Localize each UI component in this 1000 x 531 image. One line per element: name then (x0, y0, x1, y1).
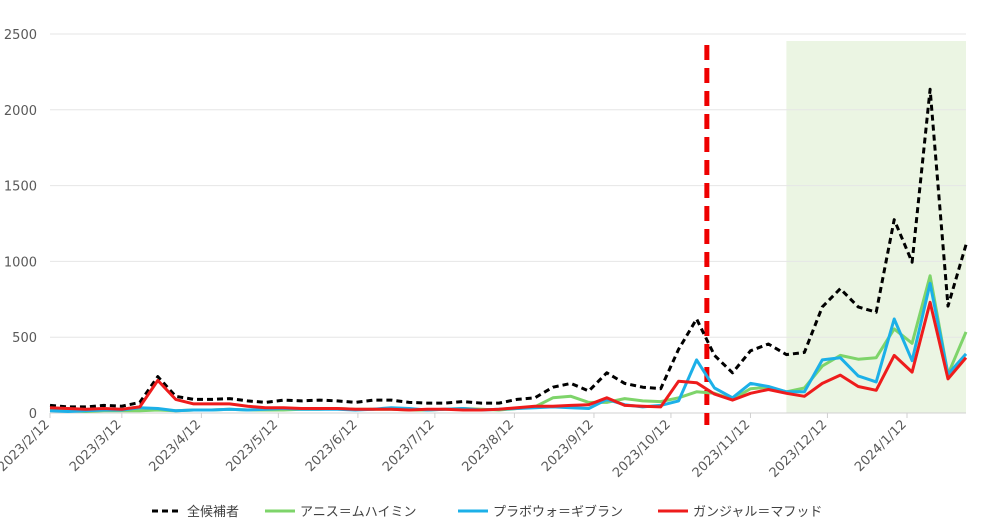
highlight-band-layer (786, 41, 966, 413)
y-tick-label: 2000 (4, 104, 37, 119)
y-tick-label: 1000 (4, 255, 37, 270)
x-axis-ticks: 2023/2/12 2023/3/12 2023/4/12 2023/5/12 2023… (0, 413, 910, 481)
x-tick-label: 2023/2/12 (0, 417, 53, 475)
legend-label: アニス＝ムハイミン (300, 505, 416, 520)
x-tick-label: 2023/11/12 (690, 417, 754, 481)
series-line-3 (49, 300, 968, 412)
x-tick-label: 2023/6/12 (303, 417, 361, 475)
legend-label: ガンジャル＝マフッド (693, 505, 822, 520)
y-axis-ticks: 0 500 1000 1500 2000 2500 (4, 28, 37, 422)
series-lines (49, 87, 968, 413)
x-tick-label: 2024/1/12 (852, 417, 910, 475)
y-tick-label: 1500 (4, 180, 37, 195)
x-tick-label: 2023/4/12 (146, 417, 204, 475)
x-tick-label: 2023/5/12 (223, 417, 281, 475)
legend-label: プラボウォ＝ギブラン (493, 504, 623, 520)
x-tick-label: 2023/3/12 (67, 417, 125, 475)
legend-label: 全候補者 (187, 504, 239, 520)
y-tick-label: 0 (29, 407, 37, 422)
legend: 全候補者 アニス＝ムハイミン プラボウォ＝ギブラン ガンジャル＝マフッド (152, 504, 822, 520)
highlight-band (786, 41, 966, 413)
x-tick-label: 2023/9/12 (539, 417, 597, 475)
x-tick-label: 2023/8/12 (459, 417, 517, 475)
x-tick-label: 2023/7/12 (380, 417, 438, 475)
y-tick-label: 2500 (4, 28, 37, 43)
series-line-0 (49, 87, 968, 409)
gridlines (50, 33, 966, 414)
x-tick-label: 2023/12/12 (767, 417, 831, 481)
x-tick-label: 2023/10/12 (610, 417, 674, 481)
y-tick-label: 500 (12, 331, 37, 346)
